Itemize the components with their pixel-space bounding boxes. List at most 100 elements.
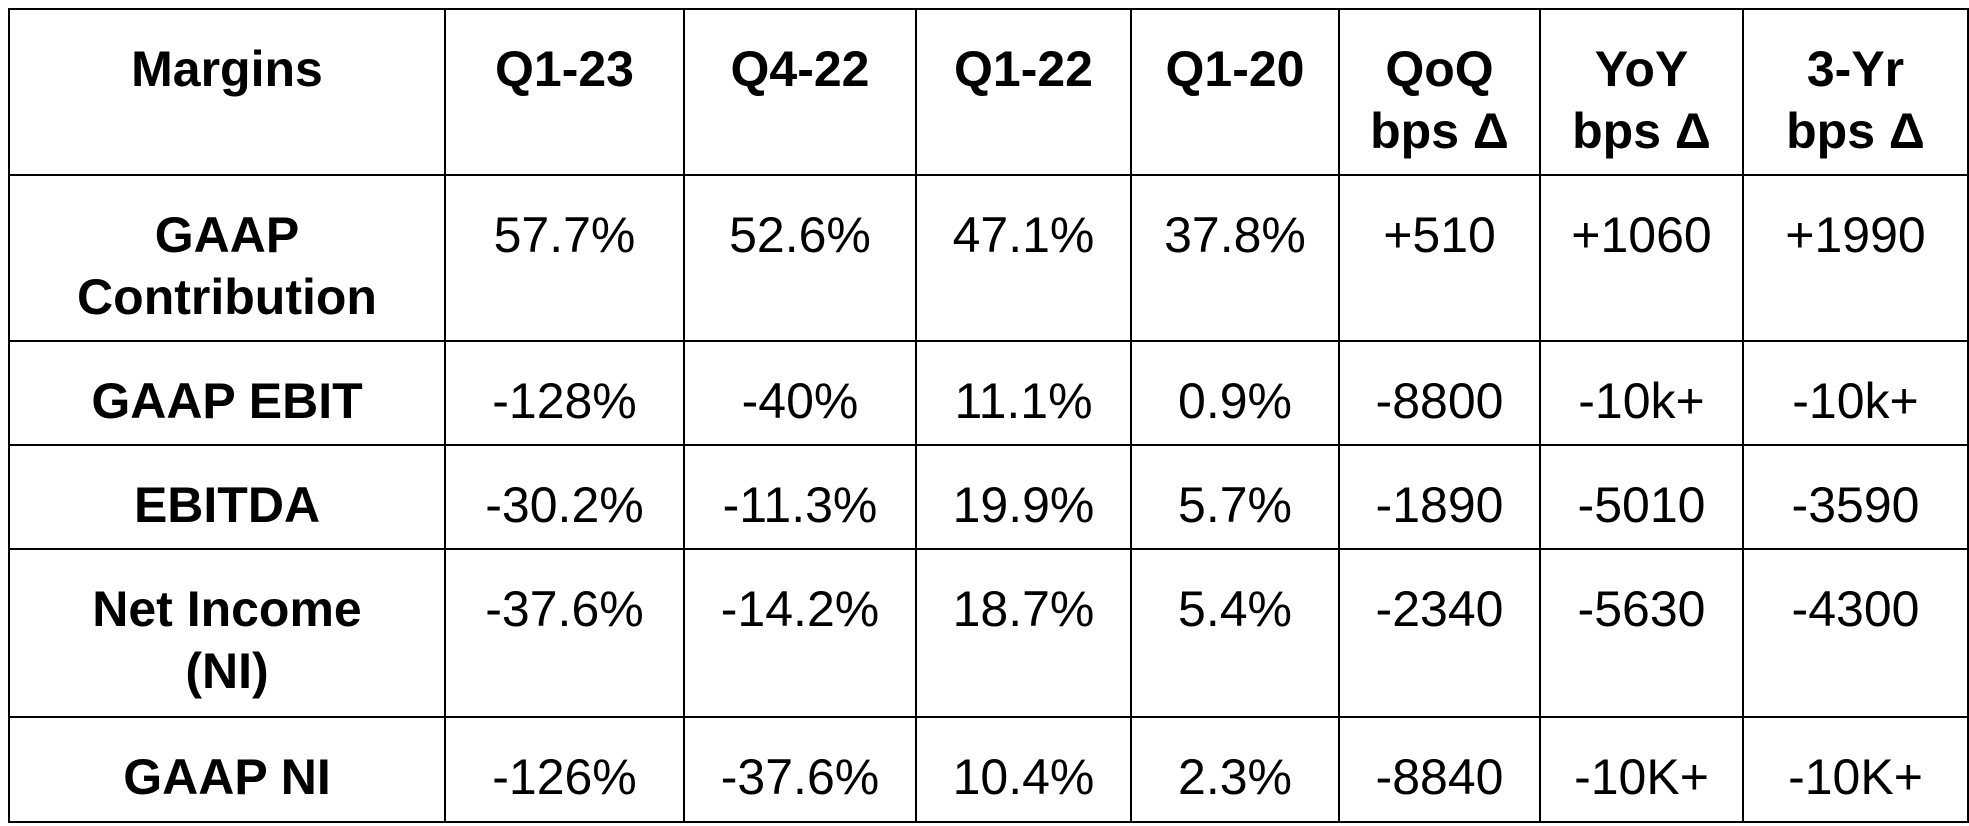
table-cell: -1890	[1338, 444, 1541, 550]
table-cell: -30.2%	[444, 444, 685, 550]
table-cell: -37.6%	[683, 716, 917, 823]
header-qoq: QoQ bps Δ	[1338, 8, 1541, 176]
cell-value: -37.6%	[720, 749, 880, 805]
table-cell: -3590	[1742, 444, 1969, 550]
row-label-text: Net Income (NI)	[92, 581, 362, 699]
header-row: Margins Q1-23 Q4-22 Q1-22 Q1-20 QoQ bps …	[8, 8, 1969, 176]
table-cell: 10.4%	[915, 716, 1132, 823]
cell-value: 0.9%	[1178, 373, 1292, 429]
table-cell: -10K+	[1539, 716, 1744, 823]
header-label: Q4-22	[730, 41, 870, 97]
header-label: 3-Yr bps Δ	[1786, 41, 1925, 159]
header-label: Q1-20	[1165, 41, 1305, 97]
cell-value: -8800	[1375, 373, 1504, 429]
header-q1-20: Q1-20	[1130, 8, 1340, 176]
table-cell: -37.6%	[444, 548, 685, 718]
table-cell: 19.9%	[915, 444, 1132, 550]
row-label-text: GAAP EBIT	[91, 373, 363, 429]
header-label: YoY bps Δ	[1572, 41, 1711, 159]
cell-value: -128%	[492, 373, 637, 429]
cell-value: -5010	[1577, 477, 1706, 533]
row-label-text: GAAP Contribution	[77, 207, 377, 325]
table-cell: -10k+	[1742, 340, 1969, 446]
cell-value: -10K+	[1788, 749, 1923, 805]
cell-value: -30.2%	[485, 477, 644, 533]
table-cell: -11.3%	[683, 444, 917, 550]
table-row: Net Income (NI) -37.6% -14.2% 18.7% 5.4%…	[8, 548, 1969, 718]
cell-value: -2340	[1375, 581, 1504, 637]
cell-value: -40%	[741, 373, 859, 429]
table-cell: -14.2%	[683, 548, 917, 718]
row-label: GAAP NI	[8, 716, 446, 823]
table-cell: -128%	[444, 340, 685, 446]
cell-value: +510	[1383, 207, 1496, 263]
row-label: GAAP EBIT	[8, 340, 446, 446]
cell-value: 5.4%	[1178, 581, 1292, 637]
header-q1-22: Q1-22	[915, 8, 1132, 176]
margins-table: Margins Q1-23 Q4-22 Q1-22 Q1-20 QoQ bps …	[8, 8, 1969, 823]
cell-value: 37.8%	[1164, 207, 1306, 263]
header-label: Margins	[131, 41, 323, 97]
table-cell: -5630	[1539, 548, 1744, 718]
cell-value: 47.1%	[952, 207, 1095, 263]
cell-value: -10k+	[1578, 373, 1705, 429]
table-cell: +1060	[1539, 174, 1744, 342]
table-cell: -40%	[683, 340, 917, 446]
cell-value: 5.7%	[1178, 477, 1292, 533]
header-3yr: 3-Yr bps Δ	[1742, 8, 1969, 176]
table-row: GAAP NI -126% -37.6% 10.4% 2.3% -8840 -1…	[8, 716, 1969, 823]
cell-value: -1890	[1375, 477, 1504, 533]
table-cell: 2.3%	[1130, 716, 1340, 823]
row-label-text: GAAP NI	[123, 749, 331, 805]
table-cell: 0.9%	[1130, 340, 1340, 446]
table-cell: +1990	[1742, 174, 1969, 342]
table-cell: 37.8%	[1130, 174, 1340, 342]
header-label: Q1-23	[495, 41, 634, 97]
cell-value: 2.3%	[1178, 749, 1292, 805]
table-row: EBITDA -30.2% -11.3% 19.9% 5.7% -1890 -5…	[8, 444, 1969, 550]
cell-value: -4300	[1791, 581, 1920, 637]
cell-value: -14.2%	[720, 581, 880, 637]
cell-value: 11.1%	[954, 373, 1093, 429]
header-label: QoQ bps Δ	[1370, 41, 1509, 159]
cell-value: -37.6%	[485, 581, 644, 637]
table-cell: 18.7%	[915, 548, 1132, 718]
cell-value: -8840	[1375, 749, 1504, 805]
table-cell: -10k+	[1539, 340, 1744, 446]
table-cell: -8840	[1338, 716, 1541, 823]
table-row: GAAP EBIT -128% -40% 11.1% 0.9% -8800 -1…	[8, 340, 1969, 446]
cell-value: 52.6%	[729, 207, 871, 263]
table-cell: 5.4%	[1130, 548, 1340, 718]
row-label: EBITDA	[8, 444, 446, 550]
table-cell: -126%	[444, 716, 685, 823]
header-label: Q1-22	[954, 41, 1093, 97]
table-cell: 11.1%	[915, 340, 1132, 446]
table-cell: -4300	[1742, 548, 1969, 718]
header-margins: Margins	[8, 8, 446, 176]
table-cell: -10K+	[1742, 716, 1969, 823]
cell-value: -3590	[1791, 477, 1920, 533]
header-q1-23: Q1-23	[444, 8, 685, 176]
table-cell: 47.1%	[915, 174, 1132, 342]
row-label: GAAP Contribution	[8, 174, 446, 342]
table-cell: 52.6%	[683, 174, 917, 342]
cell-value: +1060	[1571, 207, 1712, 263]
cell-value: -5630	[1577, 581, 1706, 637]
table-cell: +510	[1338, 174, 1541, 342]
cell-value: +1990	[1785, 207, 1926, 263]
cell-value: -10K+	[1574, 749, 1709, 805]
row-label: Net Income (NI)	[8, 548, 446, 718]
cell-value: 10.4%	[952, 749, 1095, 805]
cell-value: -10k+	[1792, 373, 1919, 429]
cell-value: -11.3%	[722, 477, 878, 533]
cell-value: 57.7%	[493, 207, 636, 263]
cell-value: -126%	[492, 749, 637, 805]
cell-value: 18.7%	[952, 581, 1095, 637]
table-cell: -8800	[1338, 340, 1541, 446]
row-label-text: EBITDA	[133, 477, 321, 533]
cell-value: 19.9%	[952, 477, 1095, 533]
table-cell: -2340	[1338, 548, 1541, 718]
table-row: GAAP Contribution 57.7% 52.6% 47.1% 37.8…	[8, 174, 1969, 342]
table-cell: 5.7%	[1130, 444, 1340, 550]
header-yoy: YoY bps Δ	[1539, 8, 1744, 176]
